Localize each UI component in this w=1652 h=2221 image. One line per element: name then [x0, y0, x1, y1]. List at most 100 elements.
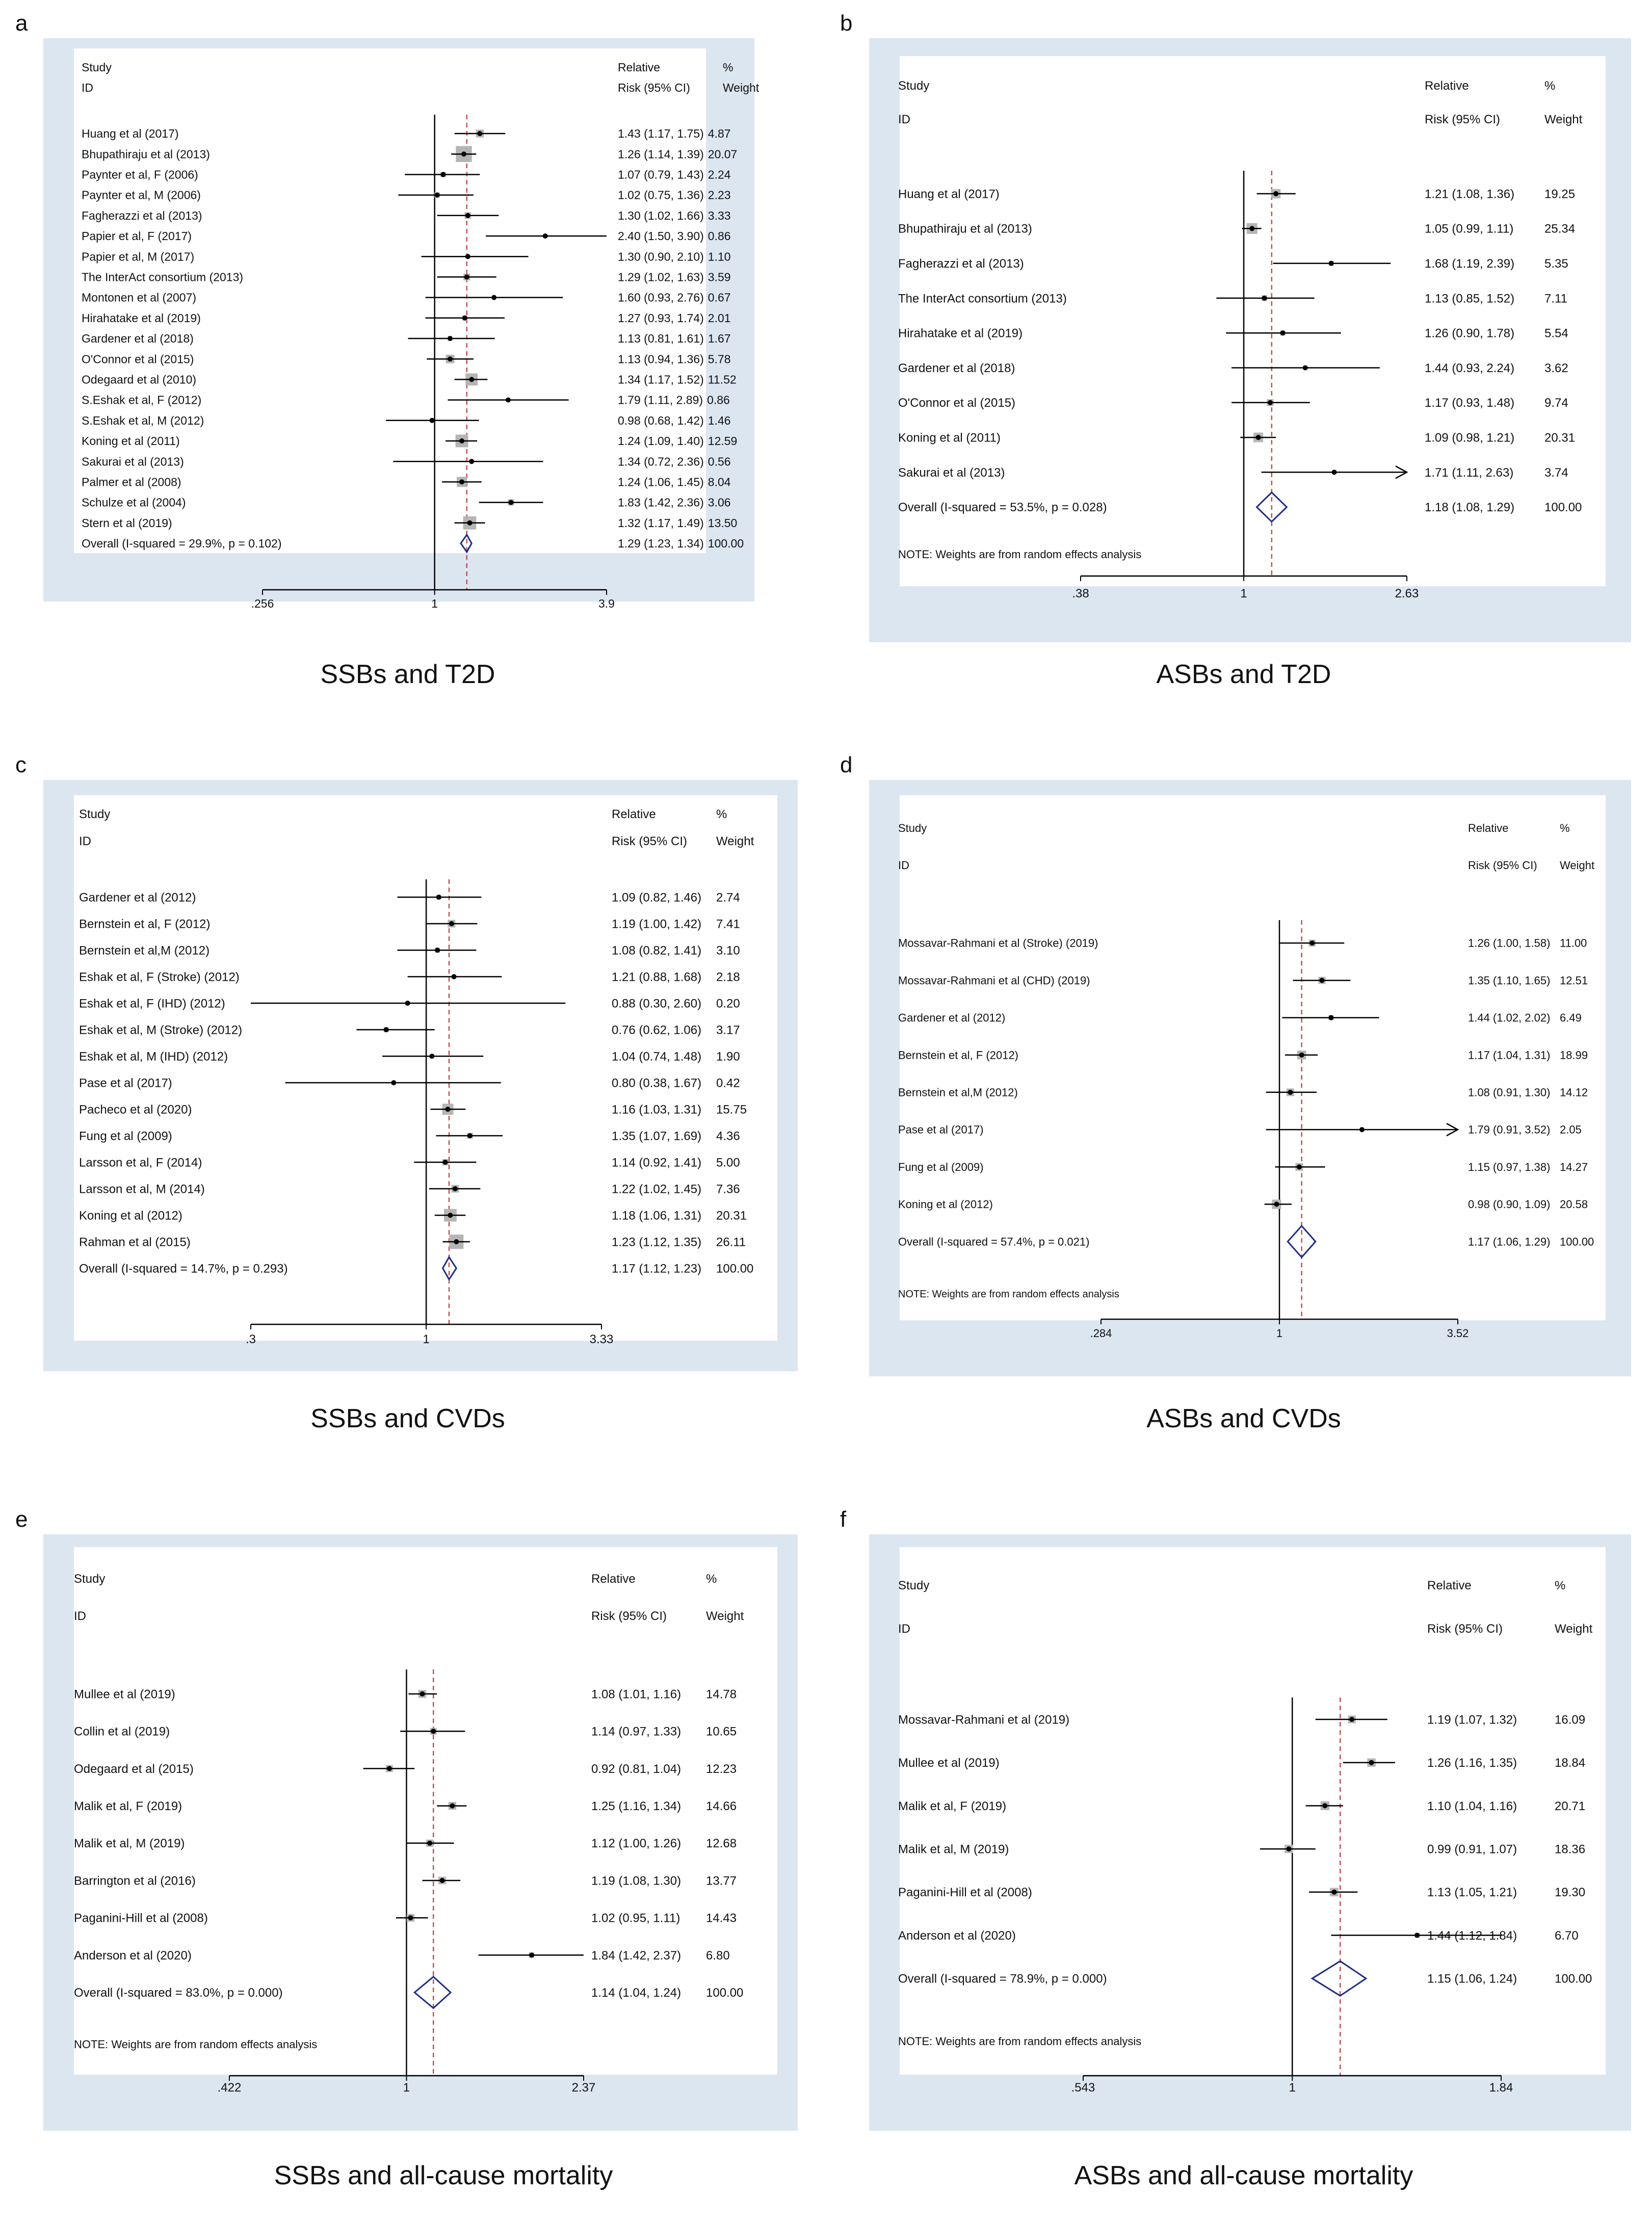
study-ci-weight: 1.43 (1.17, 1.75) 4.87: [618, 127, 731, 140]
study-label: Koning et al (2012): [79, 1209, 182, 1222]
study-weight: 0.67: [708, 291, 731, 304]
plot-area: [74, 1547, 777, 2075]
overall-label: Overall (I-squared = 53.5%, p = 0.028): [898, 501, 1107, 514]
study-ci: 1.43 (1.17, 1.75): [618, 127, 704, 140]
study-weight: 1.10: [708, 250, 731, 263]
study-ci: 1.71 (1.11, 2.63): [1425, 466, 1513, 480]
header-id: ID: [79, 834, 91, 848]
weights-note: NOTE: Weights are from random effects an…: [898, 548, 1141, 561]
study-ci-weight: 1.13 (0.94, 1.36) 5.78: [618, 352, 731, 365]
overall-ci: 1.17 (1.12, 1.23): [612, 1262, 701, 1275]
study-weight: 14.43: [706, 1912, 737, 1925]
header-weight: Weight: [1560, 859, 1594, 872]
study-weight: 20.71: [1555, 1799, 1585, 1813]
study-weight: 5.78: [708, 352, 731, 365]
study-weight: 19.25: [1544, 187, 1575, 201]
study-ci: 1.27 (0.93, 1.74): [618, 311, 704, 325]
study-ci: 1.23 (1.12, 1.35): [612, 1235, 701, 1249]
study-point: [391, 1080, 397, 1085]
study-ci: 0.80 (0.38, 1.67): [612, 1076, 701, 1090]
overall-weight: 100.00: [1555, 1972, 1592, 1986]
study-label: Paganini-Hill et al (2008): [898, 1886, 1032, 1899]
study-label: Bernstein et al, F (2012): [898, 1049, 1018, 1061]
study-weight: 6.80: [706, 1949, 730, 1963]
study-point: [459, 438, 465, 443]
study-weight: 16.09: [1555, 1713, 1585, 1727]
study-point: [1319, 978, 1325, 983]
study-point: [477, 131, 483, 136]
header-risk-ci: Risk (95% CI): [618, 81, 690, 94]
header-relative: Relative: [612, 807, 656, 821]
study-ci-weight: 1.34 (0.72, 2.36) 0.56: [618, 455, 731, 468]
x-tick-label: 3.33: [590, 1332, 614, 1346]
study-label: Pacheco et al (2020): [79, 1103, 192, 1116]
study-weight: 2.24: [708, 168, 731, 181]
panel-letter: f: [840, 1507, 847, 1532]
study-label: Mossavar-Rahmani et al (2019): [898, 1713, 1069, 1727]
study-weight: 2.01: [708, 311, 731, 325]
study-weight: 1.46: [708, 414, 731, 427]
overall-diamond: [1255, 491, 1288, 523]
study-weight: 11.00: [1560, 937, 1587, 950]
overall-ci: 1.15 (1.06, 1.24): [1427, 1972, 1517, 1986]
plot-area: [900, 1547, 1606, 2075]
study-weight: 3.33: [708, 209, 731, 222]
x-tick-label: 1.84: [1489, 2081, 1513, 2095]
study-label: Eshak et al, F (Stroke) (2012): [79, 970, 240, 984]
study-weight: 20.31: [716, 1209, 747, 1222]
study-point: [1359, 1127, 1365, 1132]
study-ci-weight: 1.34 (1.17, 1.52) 11.52: [618, 373, 737, 386]
study-ci-weight: 2.40 (1.50, 3.90) 0.86: [618, 229, 731, 243]
study-ci: 1.08 (1.01, 1.16): [591, 1687, 681, 1701]
header-study: Study: [74, 1572, 105, 1586]
study-label: Schulze et al (2004): [82, 496, 186, 509]
study-point: [1328, 260, 1334, 266]
study-ci: 1.08 (0.91, 1.30): [1468, 1086, 1550, 1099]
study-point: [467, 1133, 473, 1138]
weights-note: NOTE: Weights are from random effects an…: [898, 1289, 1119, 1300]
plot-area: [900, 56, 1606, 586]
study-point: [1299, 1052, 1304, 1058]
header-risk-ci: Risk (95% CI): [612, 834, 687, 848]
x-tick-label: .422: [218, 2081, 242, 2095]
x-tick-label: 1: [403, 2081, 410, 2095]
study-ci-weight: 1.24 (1.09, 1.40) 12.59: [618, 434, 737, 448]
study-weight: 20.58: [1560, 1198, 1588, 1211]
study-ci: 1.79 (0.91, 3.52): [1468, 1123, 1550, 1136]
study-label: Paganini-Hill et al (2008): [74, 1912, 208, 1925]
study-weight: 4.36: [716, 1129, 740, 1143]
study-label: Gardener et al (2012): [79, 891, 196, 904]
study-label: Malik et al, F (2019): [74, 1799, 182, 1813]
study-ci: 1.30 (0.90, 2.10): [618, 250, 704, 263]
study-point: [459, 479, 465, 485]
panel-caption: SSBs and all-cause mortality: [274, 2161, 613, 2190]
study-point: [439, 1878, 445, 1883]
study-point: [508, 500, 514, 505]
header-risk-ci: Risk (95% CI): [1468, 859, 1537, 872]
study-weight: 5.00: [716, 1156, 740, 1169]
forest-panel-a: a Study ID Relative Risk (95% CI)% Weight .256…: [15, 11, 759, 689]
header-weight: Weight: [723, 81, 759, 94]
study-point: [419, 1691, 425, 1696]
study-label: Pase et al (2017): [898, 1123, 984, 1136]
study-point: [1262, 295, 1267, 301]
study-ci-weight: 1.27 (0.93, 1.74) 2.01: [618, 311, 731, 325]
study-point: [505, 397, 511, 403]
study-label: Anderson et al (2020): [898, 1929, 1016, 1943]
study-label: Bernstein et al,M (2012): [79, 944, 209, 957]
plot-area: [900, 795, 1606, 1320]
header-study: Study: [898, 79, 929, 93]
study-label: Malik et al, M (2019): [74, 1837, 185, 1850]
header-relative: Relative: [618, 61, 660, 74]
forest-panel-f: f Study ID Relative Risk (95% CI)% Weight .543…: [840, 1507, 1631, 2190]
study-ci: 1.21 (1.08, 1.36): [1425, 187, 1514, 201]
header-percent: %: [723, 61, 733, 74]
study-label: O'Connor et al (2015): [898, 396, 1015, 410]
study-point: [434, 192, 440, 198]
study-ci: 1.09 (0.98, 1.21): [1425, 431, 1514, 445]
header-study: Study: [79, 807, 110, 821]
study-ci-weight: 1.79 (1.11, 2.89) 0.86: [618, 394, 730, 407]
study-point: [452, 1186, 458, 1191]
study-point: [461, 151, 466, 157]
